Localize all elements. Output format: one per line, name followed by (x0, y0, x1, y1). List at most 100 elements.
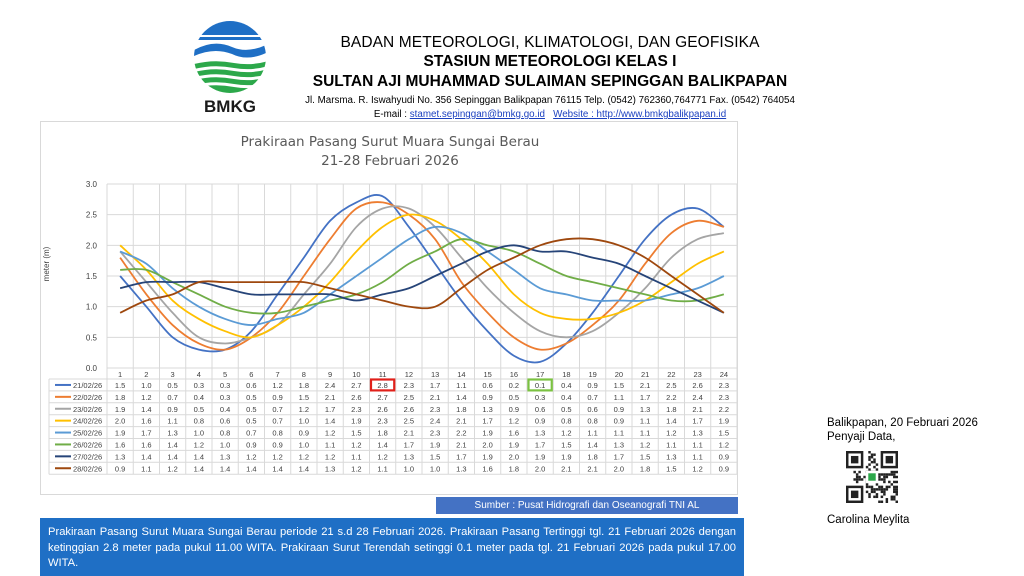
table-cell-value: 0.8 (220, 429, 230, 438)
table-cell-value: 1.5 (719, 429, 729, 438)
table-cell-value: 1.1 (377, 464, 387, 473)
table-cell-value: 1.5 (640, 452, 650, 461)
table-cell-value: 1.6 (141, 440, 151, 449)
legend-entry: 28/02/26 (73, 464, 102, 473)
table-cell-value: 1.8 (640, 464, 650, 473)
table-cell-value: 1.5 (666, 464, 676, 473)
table-cell-value: 1.2 (299, 452, 309, 461)
table-cell-value: 0.9 (614, 405, 624, 414)
table-cell-value: 1.3 (482, 405, 492, 414)
station-name: STASIUN METEOROLOGI KELAS I (423, 53, 677, 70)
table-cell-value: 2.0 (535, 464, 545, 473)
table-cell-value: 1.3 (640, 405, 650, 414)
series-line-26-02-26 (120, 238, 725, 315)
x-category-label: 9 (328, 370, 332, 379)
table-cell-value: 2.1 (640, 381, 650, 390)
table-cell-value: 1.0 (299, 417, 309, 426)
website-link[interactable]: http://www.bmkgbalikpapan.id (596, 109, 727, 120)
table-cell-value: 0.8 (587, 417, 597, 426)
table-cell-value: 2.3 (719, 381, 729, 390)
table-cell-value: 0.3 (194, 381, 204, 390)
table-cell-value: 0.9 (719, 464, 729, 473)
table-cell-value: 1.2 (666, 429, 676, 438)
table-cell-value: 2.0 (509, 452, 519, 461)
x-category-label: 22 (667, 370, 675, 379)
table-cell-value: 0.7 (272, 417, 282, 426)
table-cell-value: 1.7 (614, 452, 624, 461)
table-cell-value: 0.5 (246, 405, 256, 414)
email-label: E-mail : (373, 109, 410, 120)
table-cell-value: 0.5 (167, 381, 177, 390)
email-link[interactable]: stamet.sepinggan@bmkg.go.id (409, 109, 545, 120)
chart-grid (48, 183, 738, 475)
table-cell-value: 1.2 (299, 405, 309, 414)
table-cell-value: 2.3 (377, 417, 387, 426)
table-cell-value: 1.7 (482, 417, 492, 426)
data-table: 1 2 3 4 5 6 7 8 9 10 11 12 13 14 15 16 17 18 19 20 21 22 23 242… (55, 370, 729, 473)
highlight-box (527, 378, 553, 392)
signature-name: Carolina Meylita (827, 514, 910, 526)
table-cell-value: 0.9 (115, 464, 125, 473)
tide-chart: Prakiraan Pasang Surut Muara Sungai Bera… (40, 121, 738, 495)
table-cell-value: 1.1 (666, 440, 676, 449)
table-cell-value: 1.9 (535, 452, 545, 461)
table-cell-value: 1.2 (640, 440, 650, 449)
table-cell-value: 0.3 (220, 381, 230, 390)
legend-entry: 27/02/26 (73, 452, 102, 461)
table-cell-value: 0.7 (272, 405, 282, 414)
y-tick-label: 0.0 (86, 364, 98, 373)
y-tick-label: 1.5 (86, 272, 98, 281)
table-cell-value: 0.9 (272, 393, 282, 402)
legend-entry: 24/02/26 (73, 417, 102, 426)
series-line-24-02-26 (119, 213, 725, 339)
contact-line: E-mail : stamet.sepinggan@bmkg.go.id Web… (290, 109, 810, 120)
table-cell-value: 1.1 (614, 393, 624, 402)
table-cell-value: 2.3 (351, 405, 361, 414)
table-cell-value: 1.7 (404, 440, 414, 449)
table-cell-value: 0.9 (587, 381, 597, 390)
table-cell-value: 1.9 (482, 452, 492, 461)
table-cell-value: 2.1 (456, 440, 466, 449)
table-cell-value: 1.7 (640, 393, 650, 402)
y-tick-label: 2.0 (86, 241, 98, 250)
x-category-label: 2 (144, 370, 148, 379)
table-cell-value: 1.8 (509, 464, 519, 473)
table-cell-value: 1.7 (325, 405, 335, 414)
table-cell-value: 0.7 (246, 429, 256, 438)
table-cell-value: 1.9 (115, 405, 125, 414)
x-category-label: 14 (457, 370, 465, 379)
table-cell-value: 1.8 (587, 452, 597, 461)
table-cell-value: 1.2 (167, 464, 177, 473)
table-cell-value: 1.4 (194, 452, 204, 461)
table-cell-value: 2.6 (377, 405, 387, 414)
y-tick-label: 3.0 (86, 180, 98, 189)
legend-entry: 26/02/26 (73, 440, 102, 449)
x-category-label: 20 (615, 370, 623, 379)
address-line: Jl. Marsma. R. Iswahyudi No. 356 Sepingg… (305, 95, 795, 106)
table-cell-value: 1.2 (692, 464, 702, 473)
table-cell-value: 1.3 (404, 452, 414, 461)
table-cell-value: 2.2 (456, 429, 466, 438)
table-cell-value: 2.4 (325, 381, 335, 390)
table-cell-value: 1.6 (115, 440, 125, 449)
table-cell-value: 2.6 (692, 381, 702, 390)
series-line-25-02-26 (119, 225, 725, 326)
x-category-label: 4 (197, 370, 201, 379)
chart-title: Prakiraan Pasang Surut Muara Sungai Bera… (241, 134, 540, 150)
table-cell-value: 1.2 (377, 452, 387, 461)
table-cell-value: 2.2 (666, 393, 676, 402)
x-category-label: 12 (405, 370, 413, 379)
table-cell-value: 2.1 (692, 405, 702, 414)
y-axis-ticks: 0.0 0.5 1.0 1.5 2.0 2.5 3.0 (86, 180, 98, 373)
x-category-label: 11 (379, 370, 387, 379)
table-cell-value: 1.9 (482, 429, 492, 438)
table-cell-value: 0.1 (535, 381, 545, 390)
table-cell-value: 1.2 (194, 440, 204, 449)
table-cell-value: 1.3 (692, 429, 702, 438)
table-cell-value: 2.7 (351, 381, 361, 390)
table-cell-value: 1.3 (614, 440, 624, 449)
table-cell-value: 2.0 (614, 464, 624, 473)
table-cell-value: 0.3 (220, 393, 230, 402)
table-cell-value: 1.0 (430, 464, 440, 473)
table-cell-value: 2.1 (456, 417, 466, 426)
